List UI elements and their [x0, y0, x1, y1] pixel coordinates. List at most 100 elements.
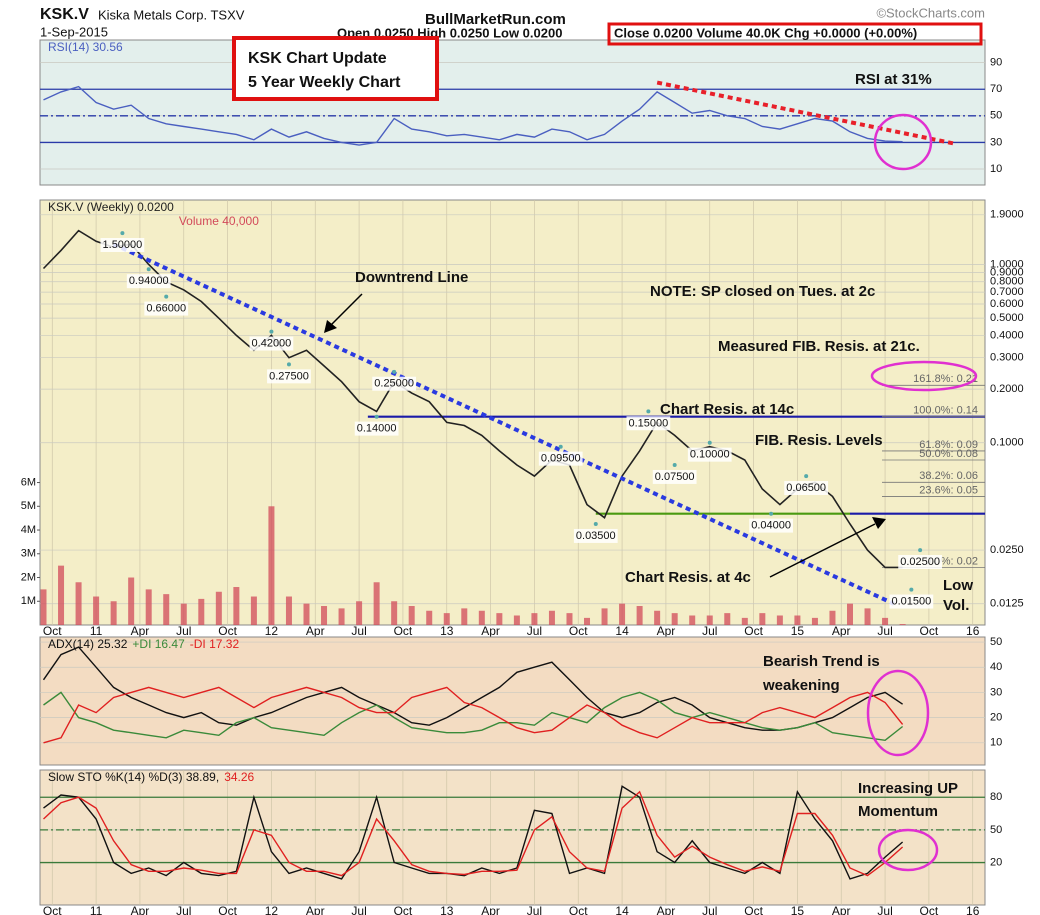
y-tick-label: 0.0250	[990, 544, 1024, 556]
volume-bar	[180, 603, 187, 625]
volume-bar	[794, 615, 801, 625]
volume-bar	[233, 587, 240, 625]
point-label: 0.03500	[576, 530, 616, 542]
point-label: 1.50000	[103, 239, 143, 251]
point-marker	[804, 474, 809, 479]
company: Kiska Metals Corp. TSXV	[98, 7, 245, 22]
volume-bar	[75, 582, 82, 625]
volume-bar	[356, 601, 363, 625]
volume-bar	[478, 610, 485, 625]
update-line: KSK Chart Update	[248, 50, 387, 67]
x-tick-label: Jul	[176, 904, 191, 915]
legend-entry: KSK.V (Weekly) 0.0200	[48, 200, 174, 214]
x-tick-label: Jul	[176, 624, 191, 638]
x-tick-label: 13	[440, 624, 454, 638]
point-marker	[769, 511, 774, 516]
point-marker	[593, 522, 598, 527]
series-line	[42, 229, 903, 569]
point-label-bg	[267, 369, 311, 384]
y-tick-label: 10	[990, 737, 1002, 749]
x-tick-label: 11	[90, 624, 103, 638]
point-label: 0.06500	[786, 482, 826, 494]
point-label-bg	[889, 594, 934, 609]
y-tick-label: 10	[990, 163, 1002, 175]
fib-label: 50.0%: 0.08	[919, 448, 978, 460]
x-tick-label: 12	[265, 624, 279, 638]
volume-bar	[566, 613, 573, 625]
point-label: 0.02500	[900, 556, 940, 568]
x-tick-label: 16	[966, 904, 980, 915]
fib-label: 161.8%: 0.21	[913, 373, 978, 385]
x-tick-label: Jul	[702, 904, 717, 915]
point-marker	[918, 548, 923, 553]
volume-bar	[198, 598, 205, 625]
y-tick-label: 0.3000	[990, 352, 1024, 364]
point-label: 0.42000	[252, 338, 292, 350]
x-tick-label: Oct	[394, 624, 413, 638]
point-label-bg	[126, 274, 171, 289]
y-tick-label: 80	[990, 791, 1002, 803]
point-label-bg	[573, 528, 618, 543]
volume-bar	[654, 610, 661, 625]
x-tick-label: Apr	[657, 904, 676, 915]
point-label: 0.94000	[129, 275, 169, 287]
point-label-bg	[538, 451, 583, 466]
x-tick-label: Apr	[131, 904, 150, 915]
legend-entry: Slow STO %K(14) %D(3) 38.89,	[48, 770, 219, 784]
point-label-bg	[898, 554, 943, 569]
volume-bar	[215, 591, 222, 625]
y-tick-label: 50	[990, 636, 1002, 648]
note: NOTE: SP closed on Tues. at 2c	[650, 283, 875, 300]
note: FIB. Resis. Levels	[755, 432, 883, 449]
volume-bar	[58, 565, 65, 625]
x-tick-label: Apr	[306, 624, 325, 638]
x-tick-label: 16	[966, 624, 980, 638]
point-marker	[672, 463, 677, 468]
volume-bar	[268, 506, 275, 625]
y-tick-label: 20	[990, 856, 1002, 868]
volume-bar	[531, 613, 538, 625]
point-label: 0.14000	[357, 423, 397, 435]
point-label-bg	[144, 301, 189, 316]
volume-bar	[373, 582, 380, 625]
series-line	[43, 85, 903, 146]
x-tick-label: Oct	[43, 624, 62, 638]
volume-bar	[741, 617, 748, 625]
date: 1-Sep-2015	[40, 24, 108, 39]
point-marker	[374, 414, 379, 419]
x-tick-label: Oct	[744, 904, 763, 915]
volume-bar	[811, 617, 818, 625]
point-label: 0.10000	[690, 449, 730, 461]
volume-bar	[584, 617, 591, 625]
x-tick-label: Oct	[569, 904, 588, 915]
point-label-bg	[372, 376, 417, 391]
point-label: 0.07500	[655, 471, 695, 483]
y2-tick-label: 1M	[21, 595, 36, 607]
y-tick-label: 0.2000	[990, 383, 1024, 395]
volume-bar	[163, 594, 170, 625]
panel-bg	[39, 39, 986, 186]
fib-label: 38.2%: 0.06	[919, 470, 978, 482]
legend-entry: 34.26	[224, 770, 254, 784]
y2-tick-label: 6M	[21, 476, 36, 488]
x-tick-label: Oct	[920, 624, 939, 638]
legend-entry: RSI(14) 30.56	[48, 40, 123, 54]
volume-bar	[829, 610, 836, 625]
volume-bar	[864, 608, 871, 625]
point-label: 0.09500	[541, 453, 581, 465]
update-box	[232, 36, 439, 101]
volume-bar	[321, 606, 328, 625]
point-label: 0.15000	[628, 417, 668, 429]
y-tick-label: 0.1000	[990, 437, 1024, 449]
volume-bar	[128, 577, 135, 625]
volume-bar	[426, 610, 433, 625]
volume-bar	[513, 615, 520, 625]
legend-entry: -DI 17.32	[190, 637, 240, 651]
y-tick-label: 50	[990, 824, 1002, 836]
y-tick-label: 40	[990, 661, 1002, 673]
volume-bar	[882, 617, 889, 625]
x-tick-label: Jul	[527, 904, 542, 915]
x-tick-label: 12	[265, 904, 279, 915]
volume-bar	[759, 613, 766, 625]
arrow-head	[872, 517, 886, 529]
